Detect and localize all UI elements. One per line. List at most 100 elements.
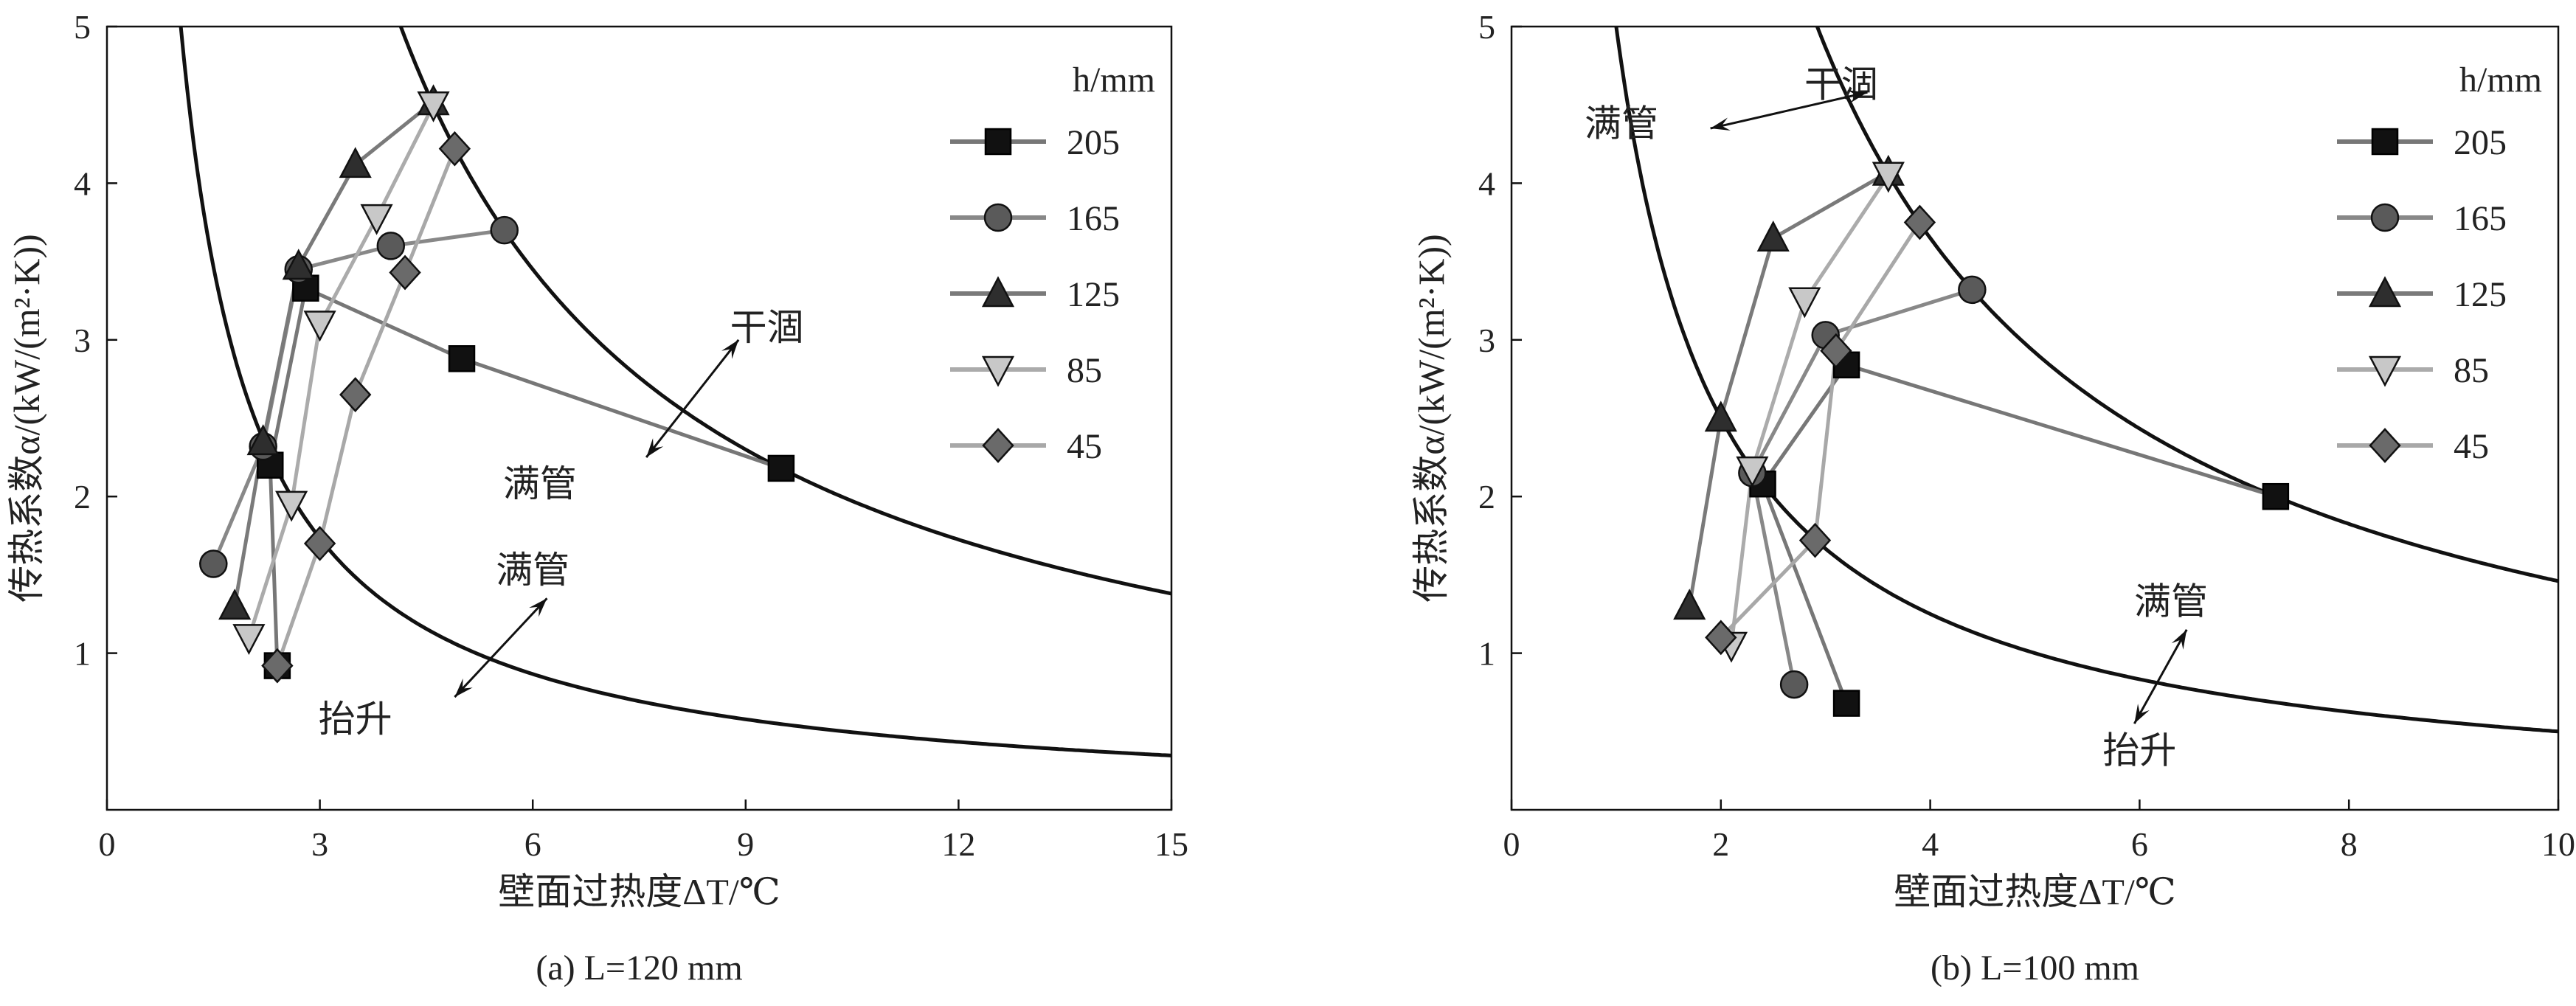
data-point-85 bbox=[1736, 456, 1769, 488]
data-point-85 bbox=[232, 624, 266, 656]
data-point-45 bbox=[438, 131, 471, 167]
y-tick-label: 3 bbox=[1478, 322, 1495, 359]
legend-item-45: 45 bbox=[950, 427, 1102, 466]
region-annotation: 干涸 bbox=[730, 306, 804, 349]
x-tick-label: 9 bbox=[737, 825, 754, 863]
x-tick-label: 10 bbox=[2541, 825, 2575, 863]
x-tick-label: 2 bbox=[1712, 825, 1729, 863]
series-line-125 bbox=[232, 100, 435, 607]
boundary-curves bbox=[1614, 27, 2558, 734]
boundary-curve bbox=[1815, 27, 2558, 583]
data-point-165 bbox=[490, 215, 519, 245]
data-point-45 bbox=[389, 254, 421, 291]
legend-label: 125 bbox=[1067, 275, 1120, 314]
legend-marker bbox=[2369, 428, 2401, 463]
panel-b: 0 2 4 6 8 1012345壁面过热度ΔT/℃传热系数α/(kW/(m²·K))(b… bbox=[1410, 8, 2575, 988]
legend-marker bbox=[981, 276, 1015, 308]
series-line-45 bbox=[1720, 221, 1922, 639]
region-annotation: 抬升 bbox=[319, 698, 392, 740]
region-annotation: 满管 bbox=[1585, 103, 1658, 145]
panel-caption: (a) L=120 mm bbox=[536, 948, 742, 988]
plot-frame bbox=[105, 25, 1173, 811]
x-tick-label: 15 bbox=[1154, 825, 1188, 863]
legend-marker bbox=[2368, 276, 2402, 308]
data-point-45 bbox=[1820, 333, 1852, 369]
legend-marker bbox=[984, 128, 1012, 156]
data-point-165 bbox=[1958, 275, 1987, 305]
data-point-45 bbox=[1705, 620, 1737, 656]
y-tick-label: 1 bbox=[74, 635, 91, 673]
legend-item-85: 85 bbox=[950, 351, 1102, 390]
series-line-205 bbox=[1760, 362, 2276, 704]
x-tick-label: 4 bbox=[1922, 825, 1939, 863]
x-tick-label: 6 bbox=[524, 825, 541, 863]
legend-label: 85 bbox=[2454, 351, 2489, 390]
y-tick-label: 4 bbox=[1478, 164, 1495, 202]
data-point-165 bbox=[376, 232, 406, 260]
data-point-205 bbox=[1832, 690, 1860, 717]
legend-title: h/mm bbox=[2459, 60, 2542, 100]
series-line-125 bbox=[1687, 170, 1890, 607]
data-point-45 bbox=[1903, 204, 1936, 240]
arrow-head bbox=[454, 678, 473, 698]
double-arrow bbox=[2133, 629, 2188, 724]
region-annotation: 满管 bbox=[2134, 580, 2208, 623]
data-point-165 bbox=[199, 549, 228, 578]
arrow-head bbox=[721, 339, 739, 359]
data-point-85 bbox=[360, 204, 393, 235]
data-point-125 bbox=[282, 249, 315, 280]
region-annotation: 满管 bbox=[503, 462, 577, 505]
data-point-125 bbox=[1673, 589, 1706, 620]
data-point-85 bbox=[303, 311, 336, 342]
legend-item-125: 125 bbox=[2337, 275, 2507, 314]
legend-marker bbox=[2371, 128, 2399, 156]
legend-label: 85 bbox=[1067, 351, 1102, 390]
double-arrow bbox=[454, 597, 548, 698]
panel-caption: (b) L=100 mm bbox=[1931, 948, 2139, 988]
region-annotation: 满管 bbox=[496, 549, 569, 592]
x-tick-label: 0 bbox=[1503, 825, 1520, 863]
arrow-head bbox=[2171, 629, 2187, 650]
y-axis-label: 传热系数α/(kW/(m²·K)) bbox=[6, 234, 47, 602]
legend-item-125: 125 bbox=[950, 275, 1120, 314]
series-line-85 bbox=[1729, 174, 1890, 646]
double-arrow bbox=[645, 339, 740, 459]
arrow-head bbox=[646, 438, 664, 458]
data-point-45 bbox=[303, 526, 336, 561]
y-tick-label: 5 bbox=[74, 8, 91, 46]
y-tick-label: 3 bbox=[74, 322, 91, 359]
legend-marker bbox=[2368, 355, 2402, 387]
x-tick-label: 12 bbox=[941, 825, 975, 863]
data-point-125 bbox=[339, 147, 372, 178]
legend-item-45: 45 bbox=[2337, 427, 2489, 466]
arrow-head bbox=[2134, 704, 2150, 724]
data-point-125 bbox=[246, 424, 280, 456]
data-point-205 bbox=[2262, 482, 2290, 510]
legend-title: h/mm bbox=[1073, 60, 1155, 100]
legend-marker bbox=[981, 355, 1015, 387]
boundary-curve bbox=[179, 27, 1171, 757]
y-tick-label: 2 bbox=[1478, 478, 1495, 516]
data-point-85 bbox=[417, 91, 450, 122]
legend-item-205: 205 bbox=[2337, 123, 2507, 162]
boundary-curve bbox=[1614, 27, 2558, 734]
legend-marker bbox=[2370, 203, 2400, 232]
data-point-85 bbox=[1788, 287, 1821, 319]
data-point-125 bbox=[218, 589, 252, 620]
series-line-165 bbox=[1750, 288, 1973, 685]
x-tick-label: 6 bbox=[2131, 825, 2148, 863]
legend-label: 45 bbox=[1067, 427, 1102, 466]
double-arrow bbox=[1710, 91, 1868, 130]
legend-label: 45 bbox=[2454, 427, 2489, 466]
data-point-45 bbox=[1798, 522, 1832, 558]
x-axis-label: 壁面过热度ΔT/℃ bbox=[1894, 871, 2176, 912]
legend-label: 125 bbox=[2454, 275, 2507, 314]
data-point-205 bbox=[767, 454, 795, 482]
data-point-165 bbox=[1779, 670, 1809, 699]
panel-a: 0 3 6 9 12 1512345壁面过热度ΔT/℃传热系数α/(kW/(m²·K))(… bbox=[6, 8, 1188, 988]
data-point-85 bbox=[1872, 162, 1905, 193]
data-point-125 bbox=[1704, 400, 1737, 432]
y-tick-label: 2 bbox=[74, 478, 91, 516]
boundary-curves bbox=[179, 27, 1171, 757]
